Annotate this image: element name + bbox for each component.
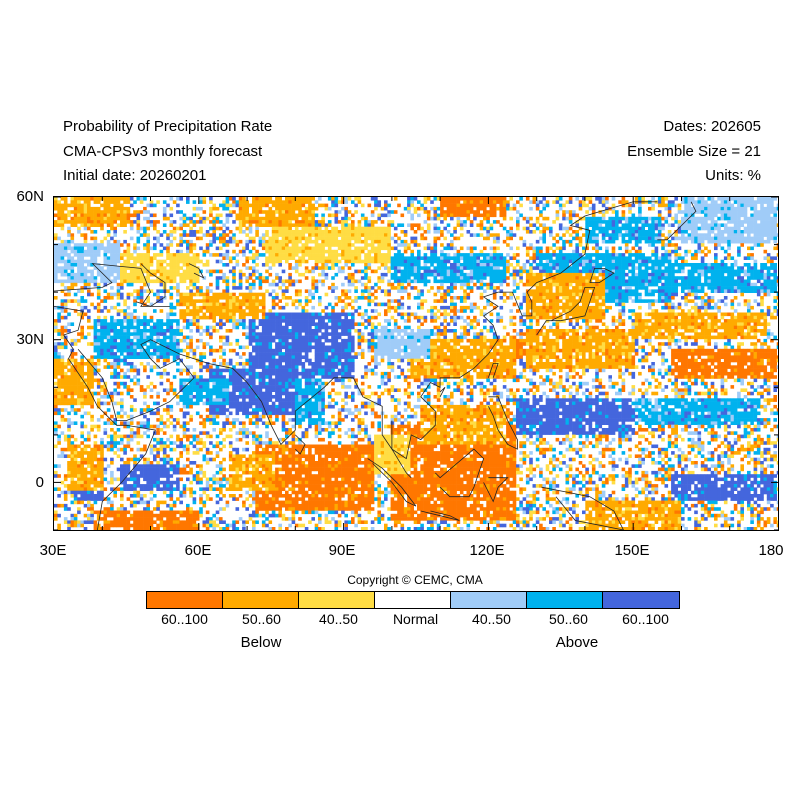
colorbar-swatch-above-40-50: [451, 592, 527, 608]
copyright: Copyright © CEMC, CMA: [347, 573, 483, 587]
colorbar: [146, 591, 680, 609]
above-label: Above: [555, 634, 599, 651]
lon-label-60e: 60E: [184, 542, 212, 559]
colorbar-label: 50..60: [549, 611, 588, 627]
probability-map: [53, 196, 779, 531]
colorbar-label: Normal: [392, 611, 439, 627]
lat-label-60n: 60N: [16, 188, 44, 205]
ensemble-size: Ensemble Size = 21: [627, 143, 761, 160]
colorbar-label: 40..50: [319, 611, 358, 627]
model-name: CMA-CPSv3 monthly forecast: [63, 143, 263, 160]
colorbar-swatch-normal: [375, 592, 451, 608]
lat-label-30n: 30N: [16, 331, 44, 348]
below-label: Below: [240, 634, 282, 651]
lon-label-90e: 90E: [328, 542, 356, 559]
colorbar-label: 50..60: [242, 611, 281, 627]
forecast-dates: Dates: 202605: [663, 118, 761, 135]
colorbar-label: 60..100: [622, 611, 669, 627]
colorbar-swatch-above-60-100: [603, 592, 679, 608]
colorbar-label: 60..100: [161, 611, 208, 627]
map-canvas: [54, 197, 778, 530]
colorbar-swatch-below-40-50: [299, 592, 375, 608]
lat-label-0: 0: [35, 474, 44, 491]
colorbar-label: 40..50: [472, 611, 511, 627]
colorbar-swatch-below-50-60: [223, 592, 299, 608]
lon-label-180: 180: [758, 542, 784, 559]
lon-label-30e: 30E: [39, 542, 67, 559]
colorbar-swatch-above-50-60: [527, 592, 603, 608]
lon-label-150e: 150E: [614, 542, 650, 559]
initial-date: Initial date: 20260201: [63, 167, 207, 184]
map-title: Probability of Precipitation Rate: [63, 118, 273, 135]
lon-label-120e: 120E: [469, 542, 505, 559]
units: Units: %: [705, 167, 761, 184]
colorbar-swatch-below-60-100: [147, 592, 223, 608]
